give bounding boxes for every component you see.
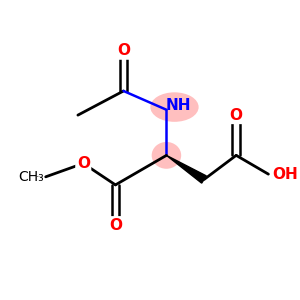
Text: O: O xyxy=(109,218,122,232)
Text: CH₃: CH₃ xyxy=(19,170,44,184)
Ellipse shape xyxy=(152,142,181,169)
Text: O: O xyxy=(230,108,243,123)
Text: methoxy: methoxy xyxy=(37,176,43,178)
Text: O: O xyxy=(77,156,90,171)
Text: O: O xyxy=(117,43,130,58)
Ellipse shape xyxy=(150,92,199,122)
Text: OH: OH xyxy=(272,167,298,182)
Text: NH: NH xyxy=(166,98,191,113)
Polygon shape xyxy=(167,155,206,183)
